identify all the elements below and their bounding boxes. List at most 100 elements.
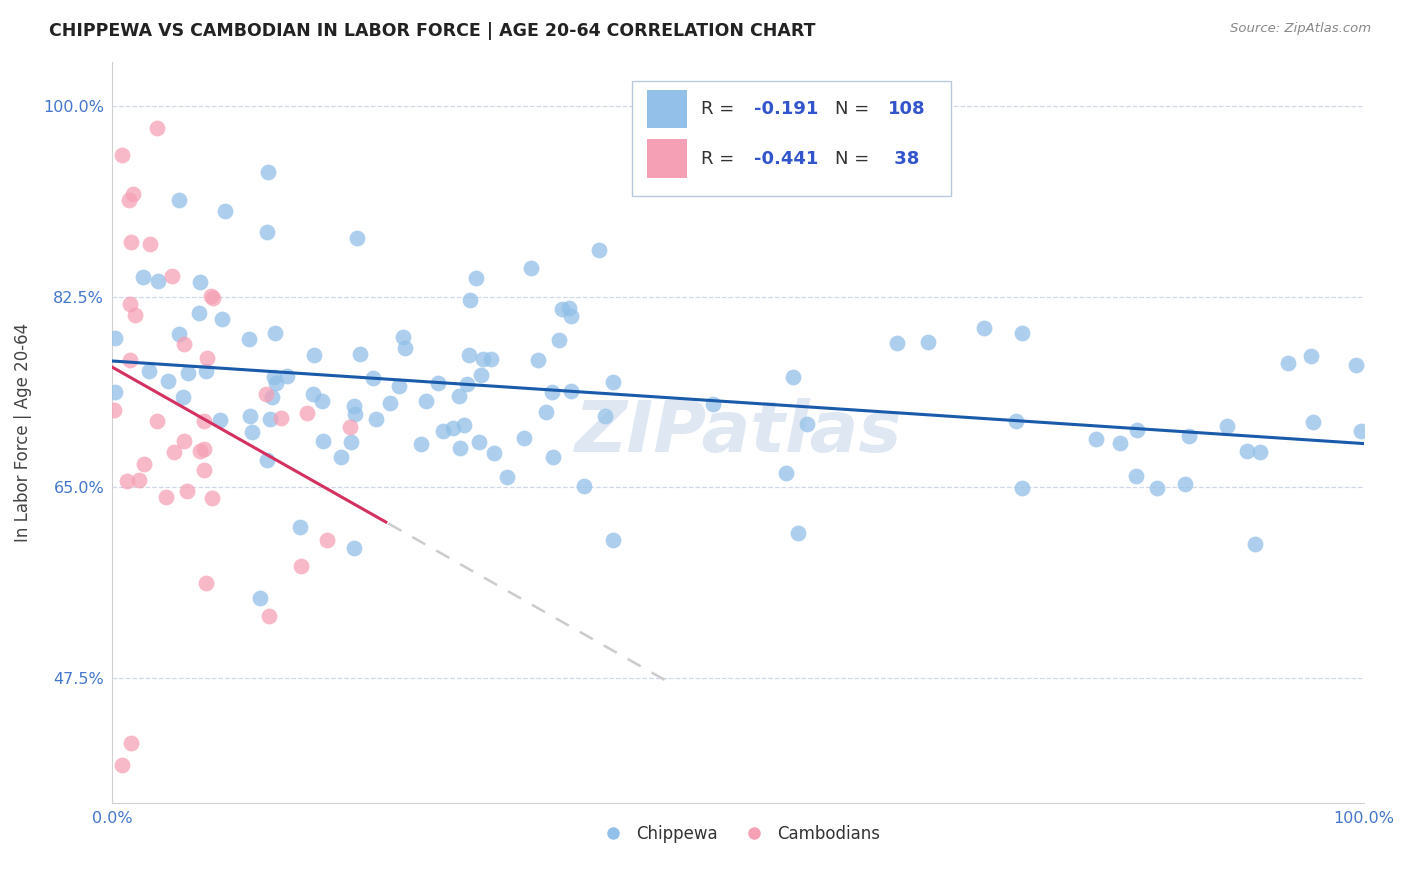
Point <box>295 406 318 420</box>
Text: -0.191: -0.191 <box>755 100 818 118</box>
FancyBboxPatch shape <box>631 81 950 195</box>
Point <box>193 442 215 457</box>
Point <box>177 366 200 380</box>
Point <box>340 434 363 449</box>
Point <box>257 165 280 179</box>
Point <box>128 473 150 487</box>
Point <box>157 374 180 388</box>
Point <box>214 203 236 218</box>
Point <box>263 369 285 384</box>
Point <box>513 431 536 445</box>
Point <box>560 384 582 399</box>
Point <box>453 417 475 432</box>
Text: R =: R = <box>700 150 740 168</box>
Point <box>155 490 177 504</box>
Point <box>162 269 184 284</box>
Point <box>1236 444 1258 458</box>
Y-axis label: In Labor Force | Age 20-64: In Labor Force | Age 20-64 <box>14 323 32 542</box>
Point <box>427 376 450 391</box>
Point <box>441 421 464 435</box>
Point <box>482 446 505 460</box>
Point <box>329 450 352 465</box>
Point <box>104 331 127 345</box>
Point <box>1084 433 1107 447</box>
Point <box>572 479 595 493</box>
Point <box>120 736 142 750</box>
Point <box>551 302 574 317</box>
Point <box>240 425 263 439</box>
Point <box>115 475 138 489</box>
Text: 38: 38 <box>889 150 920 168</box>
Point <box>193 463 215 477</box>
Point <box>188 306 211 320</box>
Point <box>262 390 284 404</box>
Text: R =: R = <box>700 100 740 118</box>
Point <box>602 375 624 389</box>
Point <box>193 414 215 428</box>
Point <box>388 379 411 393</box>
Point <box>973 320 995 334</box>
Point <box>264 326 287 341</box>
Point <box>311 394 333 409</box>
Point <box>103 402 125 417</box>
Point <box>588 244 610 258</box>
Text: -0.441: -0.441 <box>755 150 818 168</box>
Point <box>547 334 569 348</box>
Point <box>118 194 141 208</box>
Point <box>1174 477 1197 491</box>
Point <box>1146 481 1168 495</box>
Point <box>195 351 218 365</box>
Point <box>470 368 492 382</box>
Point <box>200 288 222 302</box>
Point <box>527 353 550 368</box>
Point <box>146 120 169 135</box>
Point <box>176 483 198 498</box>
Point <box>190 275 212 289</box>
Point <box>312 434 335 448</box>
Point <box>259 412 281 426</box>
Point <box>432 425 454 439</box>
Point <box>361 370 384 384</box>
Point <box>239 409 262 424</box>
Point <box>1277 356 1299 370</box>
Text: N =: N = <box>835 100 875 118</box>
Point <box>465 271 488 285</box>
Point <box>290 558 312 573</box>
Point <box>201 291 224 305</box>
Point <box>1302 416 1324 430</box>
Point <box>409 437 432 451</box>
Point <box>276 369 298 384</box>
Point <box>124 308 146 322</box>
FancyBboxPatch shape <box>647 90 688 128</box>
Point <box>173 434 195 449</box>
Point <box>471 351 494 366</box>
Point <box>195 364 218 378</box>
Point <box>301 386 323 401</box>
Point <box>479 351 502 366</box>
Text: N =: N = <box>835 150 875 168</box>
Point <box>104 384 127 399</box>
Point <box>249 591 271 606</box>
Point <box>270 411 292 425</box>
Point <box>782 369 804 384</box>
Point <box>1249 444 1271 458</box>
Point <box>541 384 564 399</box>
Point <box>558 301 581 315</box>
Point <box>1244 537 1267 551</box>
Point <box>200 491 222 505</box>
Point <box>172 390 194 404</box>
Point <box>254 386 277 401</box>
Point <box>344 407 367 421</box>
Point <box>302 348 325 362</box>
Point <box>786 525 808 540</box>
Point <box>602 533 624 548</box>
Point <box>146 414 169 428</box>
Point <box>167 326 190 341</box>
Point <box>339 420 361 434</box>
Text: 108: 108 <box>889 100 927 118</box>
Point <box>238 332 260 346</box>
Point <box>120 352 142 367</box>
Point <box>211 312 233 326</box>
Point <box>111 148 134 162</box>
Point <box>449 442 471 456</box>
